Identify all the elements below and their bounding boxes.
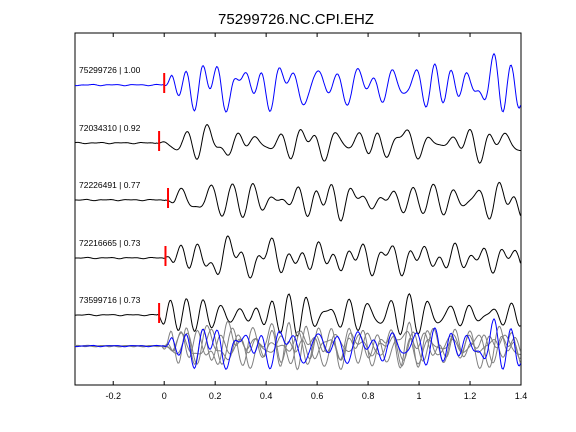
trace-label: 75299726 | 1.00	[79, 65, 141, 75]
x-tick-label: 0.8	[362, 391, 375, 401]
x-tick-label: 1	[417, 391, 422, 401]
stack-trace-line	[74, 321, 521, 371]
trace-line	[74, 124, 521, 164]
trace-line	[75, 181, 521, 222]
stack-trace-line	[74, 320, 521, 370]
trace-label: 73599716 | 0.73	[79, 295, 141, 305]
x-tick-label: 0.2	[209, 391, 222, 401]
x-tick-label: 1.4	[515, 391, 528, 401]
x-tick-label: 0	[162, 391, 167, 401]
trace-line	[74, 235, 521, 279]
x-tick-label: 1.2	[464, 391, 477, 401]
trace-label: 72216665 | 0.73	[79, 238, 141, 248]
trace-label: 72226491 | 0.77	[79, 180, 141, 190]
trace-line	[74, 292, 521, 337]
x-tick-label: -0.2	[105, 391, 121, 401]
trace-line	[74, 52, 521, 113]
traces-group: 75299726 | 1.00 72034310 | 0.92 72226491 |…	[74, 52, 521, 337]
plot-frame	[74, 32, 522, 386]
x-axis: -0.2 0 0.2 0.4 0.6 0.8 1 1.2 1.4	[105, 33, 527, 401]
chart-title: 75299726.NC.CPI.EHZ	[218, 11, 374, 28]
stack-master-line	[74, 317, 521, 371]
x-tick-label: 0.4	[260, 391, 273, 401]
trace-label: 72034310 | 0.92	[79, 123, 141, 133]
stack-group	[74, 317, 521, 371]
x-tick-label: 0.6	[311, 391, 324, 401]
